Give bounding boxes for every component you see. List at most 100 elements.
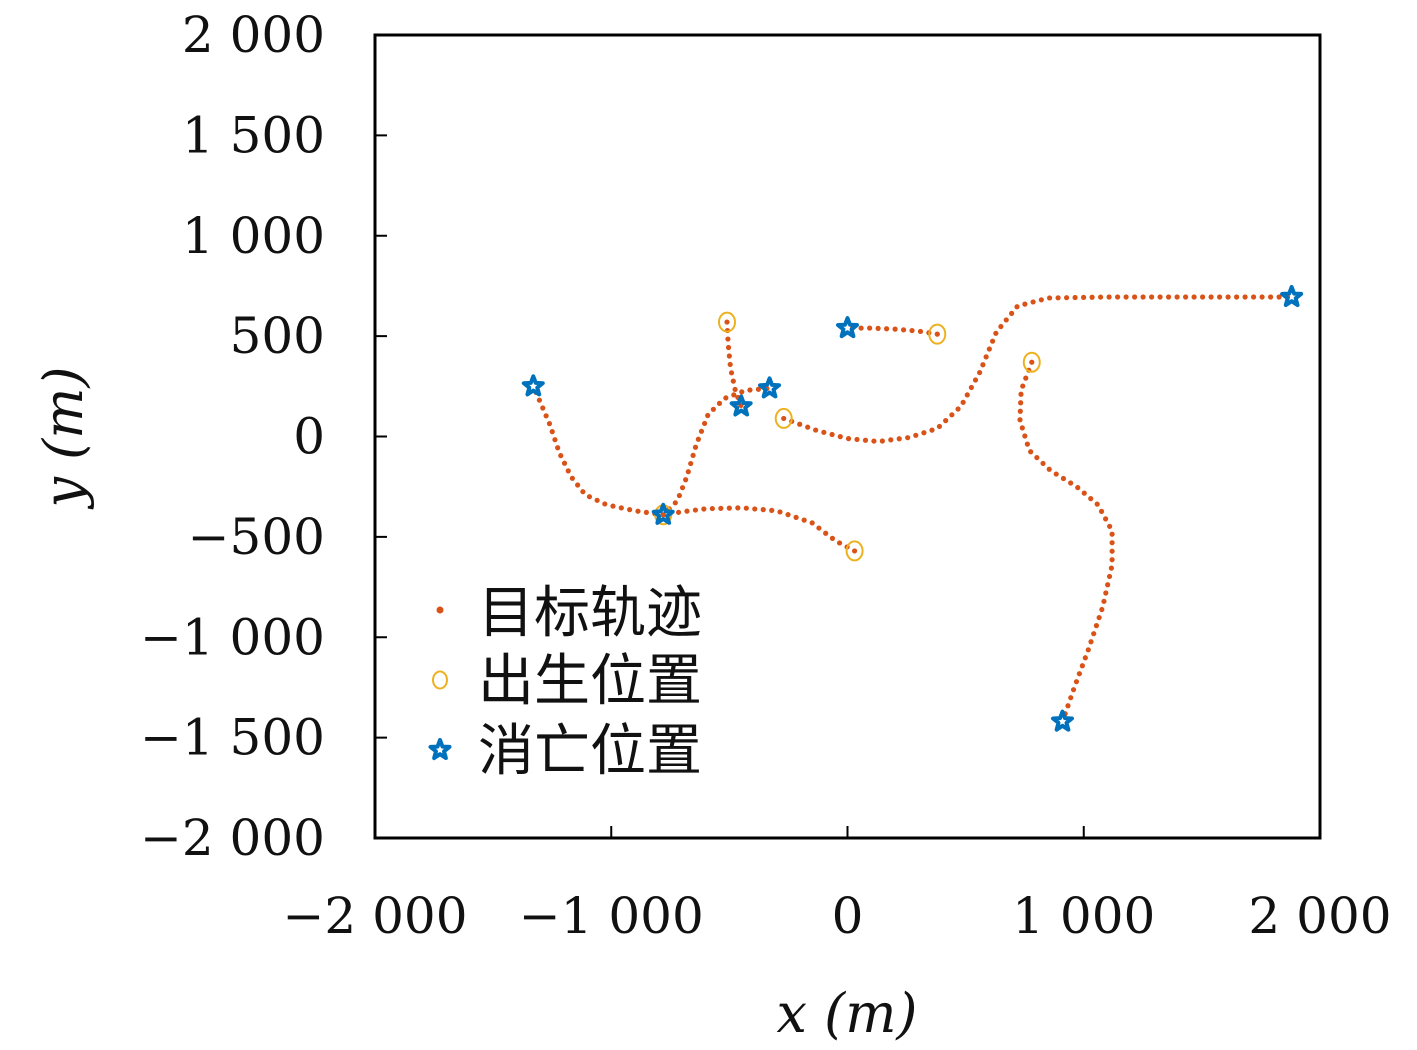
trajectory-point (1088, 639, 1094, 645)
y-tick-label: −1 500 (140, 709, 325, 767)
axis-ticks (374, 34, 1321, 839)
trajectory-point (552, 437, 558, 443)
y-tick-label: 500 (230, 307, 325, 365)
trajectory-point (972, 377, 979, 383)
trajectory-point (858, 325, 864, 331)
trajectory-point (809, 520, 815, 526)
trajectory-point (1017, 417, 1023, 423)
trajectory-point (1065, 703, 1071, 709)
death-marker (835, 316, 860, 339)
trajectory-point (690, 452, 696, 458)
trajectory-point (672, 500, 678, 506)
trajectory-point (732, 386, 738, 393)
trajectory-point (743, 505, 749, 511)
trajectory-point (1030, 299, 1036, 305)
trajectory-point (1140, 294, 1146, 300)
trajectory-point (1114, 294, 1121, 300)
death-markers (521, 284, 1304, 732)
trajectory-point (1040, 460, 1046, 467)
trajectory-point (1022, 433, 1028, 439)
trajectory-point (1091, 631, 1097, 637)
x-tick-label: −1 000 (519, 887, 704, 945)
trajectory-point (1094, 501, 1100, 507)
trajectory-point (1070, 687, 1077, 693)
trajectory-point (977, 369, 983, 376)
trajectory-point (1103, 590, 1109, 596)
trajectory-point (1109, 557, 1115, 563)
trajectory-point (986, 346, 992, 352)
death-marker (758, 376, 782, 399)
trajectory-2 (660, 385, 770, 518)
trajectory-point (1028, 449, 1034, 455)
trajectory-point (1068, 480, 1074, 486)
trajectory-point (1182, 294, 1189, 300)
trajectory-point (936, 423, 943, 430)
trajectory-point (1250, 294, 1257, 300)
trajectory-point (785, 512, 791, 518)
trajectory-point (575, 482, 581, 488)
trajectory-point (998, 323, 1004, 330)
trajectory-point (725, 344, 732, 351)
trajectory-point (892, 326, 898, 332)
trajectory-point (1242, 294, 1248, 300)
trajectory-point (1109, 540, 1115, 546)
trajectory-point (1076, 671, 1082, 677)
trajectory-point (917, 328, 924, 335)
trajectory-point (884, 326, 890, 332)
trajectory-point (867, 325, 873, 331)
trajectory-point (921, 430, 927, 436)
legend: 目标轨迹 出生位置 消亡位置 (428, 581, 702, 784)
legend-label-trajectory: 目标轨迹 (478, 581, 702, 646)
trajectory-point (793, 514, 799, 520)
trajectory-point (586, 494, 593, 500)
birth-marker (845, 540, 864, 562)
birth-marker (774, 407, 793, 429)
trajectory-point (1276, 294, 1282, 300)
death-marker (729, 394, 753, 417)
trajectory-point (1029, 359, 1035, 365)
y-tick-label: −2 000 (140, 809, 325, 867)
trajectory-point (701, 506, 707, 512)
trajectory-point (755, 386, 762, 392)
trajectory-point (709, 505, 715, 512)
trajectory-point (540, 405, 546, 411)
trajectory-point (1148, 294, 1155, 300)
trajectory-point (580, 489, 586, 495)
trajectory-point (1055, 295, 1061, 301)
trajectory-point (821, 429, 827, 435)
trajectory-point (1109, 548, 1115, 554)
trajectory-point (875, 325, 881, 331)
trajectory-point (1079, 663, 1085, 669)
birth-marker (1022, 351, 1041, 373)
trajectory-point (688, 460, 694, 467)
trajectory-point (829, 431, 835, 438)
death-marker (651, 502, 675, 525)
y-tick-label: 1 000 (182, 207, 325, 265)
birth-marker (718, 311, 737, 333)
birth-markers (654, 311, 1041, 562)
trajectory-point (705, 412, 711, 419)
trajectory-point (594, 497, 600, 503)
trajectory-point (1098, 508, 1105, 514)
trajectory-point (1017, 408, 1023, 414)
trajectory-point (851, 548, 858, 554)
x-tick-label: 0 (832, 887, 864, 945)
trajectory-point (1088, 496, 1094, 502)
trajectory-point (735, 505, 741, 511)
trajectory-point (1208, 294, 1214, 300)
trajectory-point (1046, 466, 1052, 472)
trajectory-point (1101, 598, 1107, 604)
trajectory-point (1072, 294, 1078, 301)
y-tick-label: 2 000 (182, 6, 325, 64)
trajectory-point (990, 338, 996, 344)
trajectory-point (879, 438, 885, 444)
trajectory-point (900, 327, 907, 333)
trajectory-point (1020, 383, 1026, 389)
trajectory-point (769, 507, 775, 513)
x-axis-label: x (m) (777, 982, 918, 1045)
trajectory-point (739, 389, 745, 395)
trajectory-point (1105, 582, 1111, 588)
trajectory-point (1075, 485, 1081, 491)
trajectory-point (1014, 304, 1020, 310)
trajectory-point (845, 436, 852, 442)
